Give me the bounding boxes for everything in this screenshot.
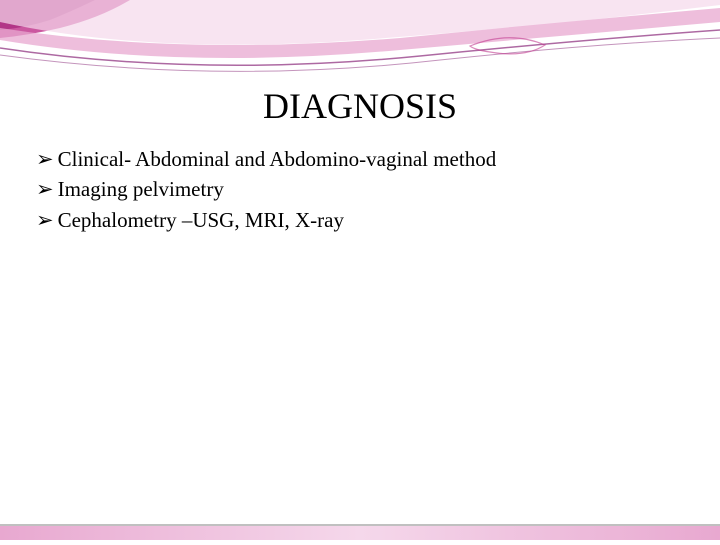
list-item: ➢ Clinical- Abdominal and Abdomino-vagin… [36, 145, 690, 173]
decorative-bottom-border [0, 524, 720, 540]
bullet-text: Clinical- Abdominal and Abdomino-vaginal… [58, 145, 497, 173]
list-item: ➢ Cephalometry –USG, MRI, X-ray [36, 206, 690, 234]
slide-title: DIAGNOSIS [30, 85, 690, 127]
bullet-list: ➢ Clinical- Abdominal and Abdomino-vagin… [30, 145, 690, 234]
bullet-text: Cephalometry –USG, MRI, X-ray [58, 206, 344, 234]
bullet-text: Imaging pelvimetry [58, 175, 224, 203]
bullet-marker-icon: ➢ [36, 206, 54, 234]
list-item: ➢ Imaging pelvimetry [36, 175, 690, 203]
bullet-marker-icon: ➢ [36, 175, 54, 203]
bullet-marker-icon: ➢ [36, 145, 54, 173]
bottom-border-line [0, 524, 720, 526]
bottom-border-gradient [0, 526, 720, 540]
slide-content: DIAGNOSIS ➢ Clinical- Abdominal and Abdo… [0, 85, 720, 236]
bottom-border-svg [0, 524, 720, 540]
